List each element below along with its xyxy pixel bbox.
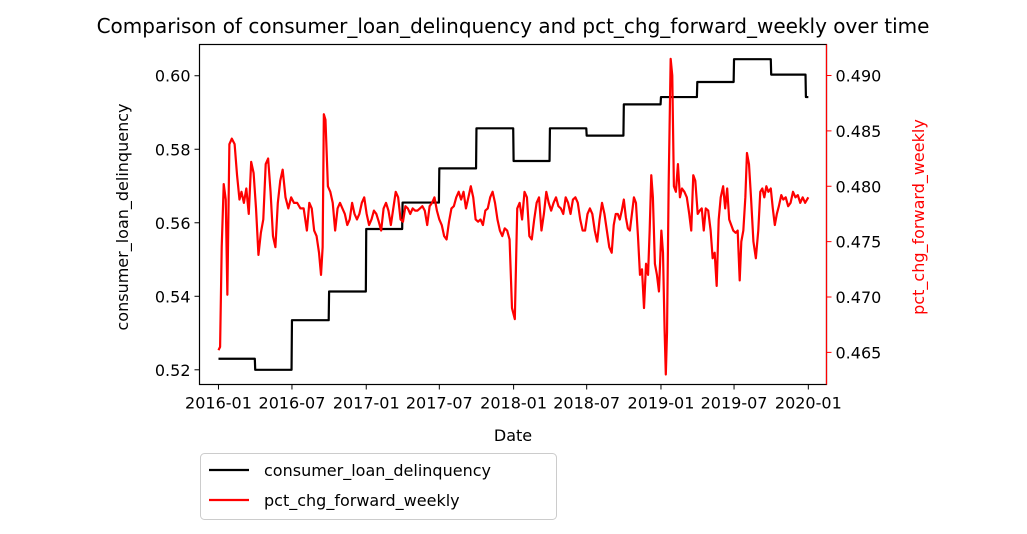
x-tick-label: 2019-07 [701, 394, 768, 413]
right-y-tick-label: 0.480 [836, 177, 882, 196]
legend-label-pct-chg-forward-weekly: pct_chg_forward_weekly [264, 491, 460, 511]
series-line-consumer-loan-delinquency [218, 58, 809, 371]
left-y-axis-label: consumer_loan_delinquency [113, 104, 133, 331]
x-tick-label: 2017-01 [333, 394, 400, 413]
left-y-tick-label: 0.52 [155, 361, 191, 380]
left-y-tick-label: 0.54 [155, 287, 191, 306]
chart-title: Comparison of consumer_loan_delinquency … [97, 14, 930, 38]
x-tick-label: 2018-07 [553, 394, 620, 413]
legend-box [200, 453, 557, 520]
left-y-tick-label: 0.60 [155, 67, 191, 86]
x-tick-label: 2019-01 [628, 394, 695, 413]
left-y-tick-label: 0.58 [155, 140, 191, 159]
plot-frame [198, 43, 828, 386]
legend-label-consumer-loan-delinquency: consumer_loan_delinquency [264, 461, 491, 481]
right-y-tick-label: 0.470 [836, 288, 882, 307]
x-tick-label: 2018-01 [480, 394, 547, 413]
x-tick-label: 2017-07 [406, 394, 473, 413]
series-layer [217, 57, 810, 376]
right-y-tick-label: 0.490 [836, 67, 882, 86]
x-axis-label: Date [494, 426, 532, 445]
right-y-tick-label: 0.465 [836, 343, 882, 362]
left-axis-ticks: 0.52 0.54 0.56 0.58 0.60 [155, 67, 200, 380]
left-y-tick-label: 0.56 [155, 214, 191, 233]
x-axis-ticks: 2016-01 2016-07 2017-01 2017-07 2018-01 2018-… [185, 384, 842, 413]
right-axis-ticks: 0.465 0.470 0.475 0.480 0.485 0.490 [826, 67, 882, 362]
right-y-axis-label: pct_chg_forward_weekly [909, 119, 929, 315]
series-line-pct-chg-forward-weekly [217, 57, 810, 376]
x-tick-label: 2016-07 [259, 394, 326, 413]
right-y-tick-label: 0.475 [836, 233, 882, 252]
x-tick-label: 2020-01 [775, 394, 842, 413]
right-y-tick-label: 0.485 [836, 122, 882, 141]
legend: consumer_loan_delinquency pct_chg_forwar… [200, 453, 557, 520]
x-tick-label: 2016-01 [185, 394, 252, 413]
